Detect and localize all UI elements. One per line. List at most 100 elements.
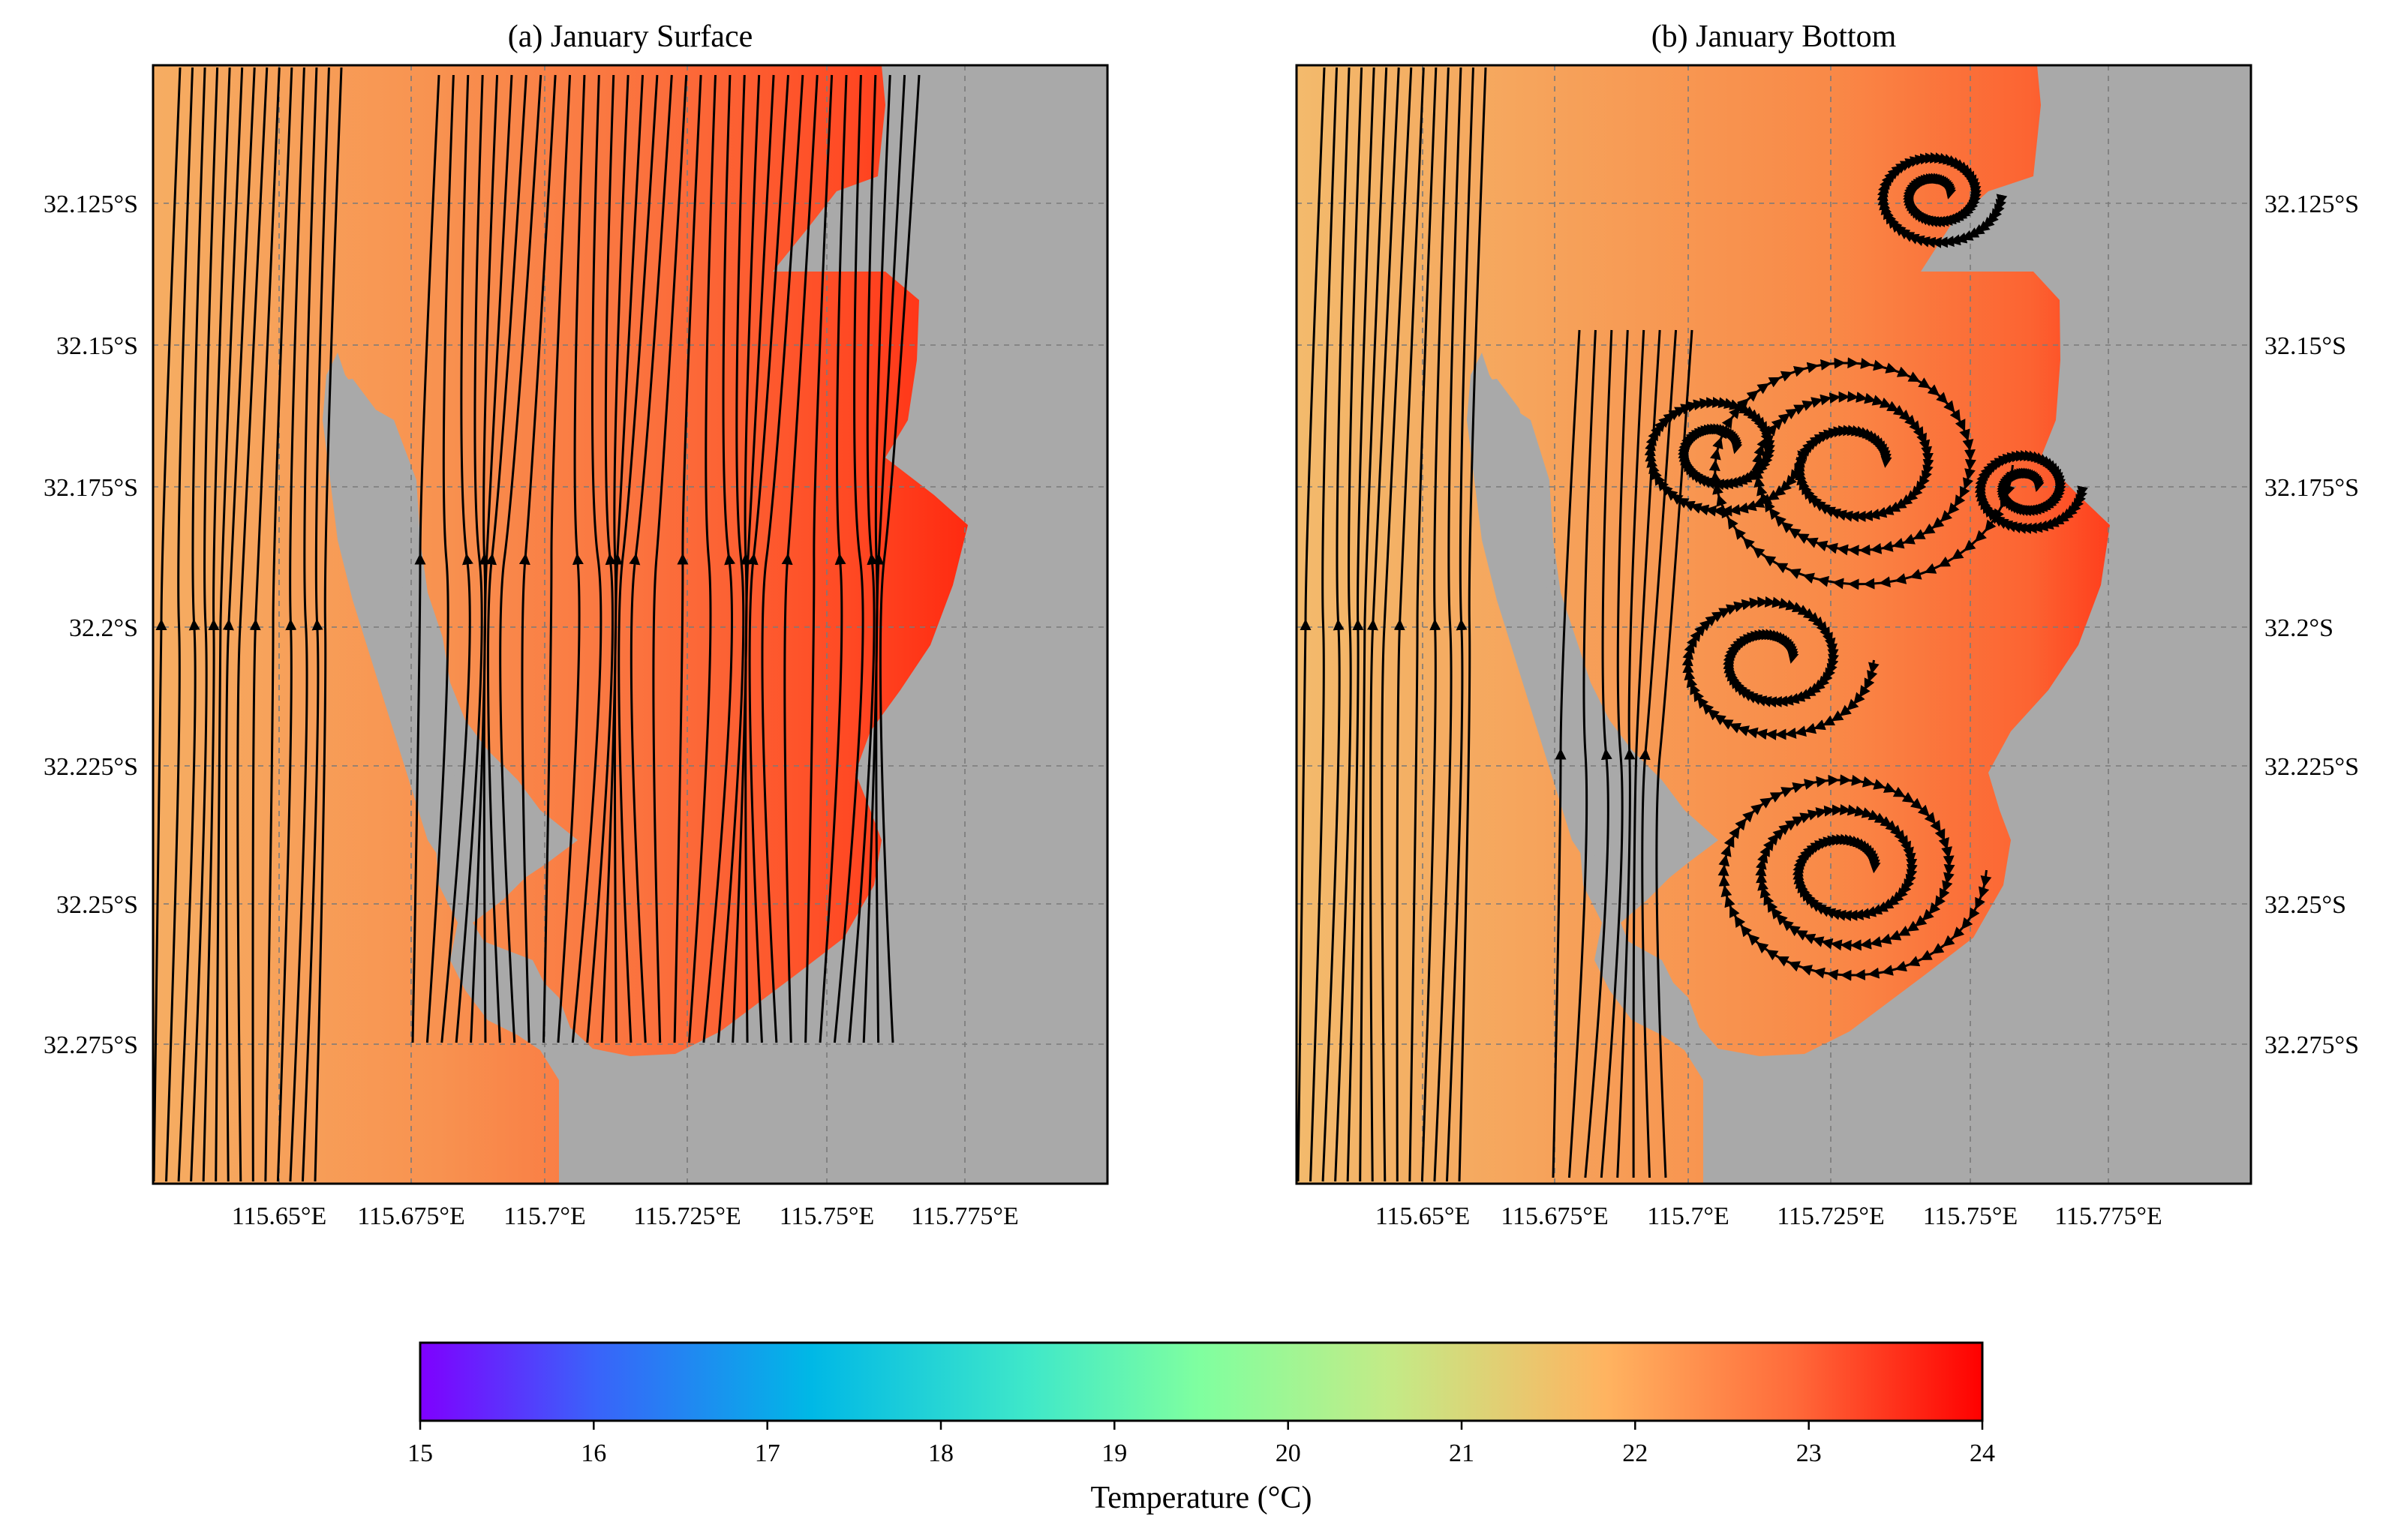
lon-tick-label: 115.775°E (2054, 1202, 2162, 1230)
streamline (1877, 152, 2008, 248)
streamline (1552, 329, 1581, 1178)
island-a (324, 379, 461, 863)
colorbar-tick-label: 22 (1622, 1439, 1648, 1467)
streamline (804, 74, 834, 1043)
streamline (165, 67, 194, 1182)
lat-tick-label: 32.125°S (2264, 191, 2359, 218)
streamline (440, 74, 473, 1043)
streamline (1681, 596, 1880, 740)
streamline (1420, 67, 1450, 1182)
streamline (202, 67, 231, 1182)
lon-tick-label: 115.65°E (232, 1202, 327, 1230)
streamline (1655, 329, 1693, 1178)
lon-tick-labels-b: 115.65°E 115.675°E 115.7°E 115.725°E 115… (1375, 1202, 2162, 1230)
streamline (485, 74, 527, 1043)
streamline (833, 74, 864, 1043)
lon-tick-label: 115.7°E (1647, 1202, 1729, 1230)
streamline (249, 67, 281, 1182)
streamline (470, 74, 499, 1043)
lon-tick-label: 115.75°E (1923, 1202, 2018, 1230)
map-frame-b (1295, 64, 2252, 1185)
lat-tick-label: 32.15°S (56, 332, 138, 360)
streamline (1366, 67, 1400, 1182)
streamline (222, 67, 256, 1182)
streamline (629, 74, 673, 1043)
streamline (1393, 67, 1425, 1182)
streamline (747, 74, 789, 1043)
lon-tick-label: 115.65°E (1375, 1202, 1471, 1230)
streamline (153, 67, 182, 1182)
streamline (314, 67, 343, 1182)
lat-tick-label: 32.2°S (69, 614, 138, 642)
streamline (425, 74, 455, 1043)
streamline (673, 74, 702, 1043)
panel-b: (b) January Bottom (1295, 20, 2359, 1230)
colorbar: 15 16 17 18 19 20 21 22 23 24 Temperatur… (407, 1341, 1995, 1515)
streamline (1717, 774, 1992, 981)
colorbar-tick-label: 21 (1449, 1439, 1474, 1467)
streamline (1346, 67, 1375, 1182)
panel-a: (a) January Surface (44, 20, 1109, 1230)
streamline (289, 67, 318, 1182)
island-b (1468, 379, 1606, 863)
lon-tick-label: 115.725°E (633, 1202, 741, 1230)
streamline (1309, 67, 1339, 1182)
streamline (1359, 67, 1388, 1182)
streamline (1616, 329, 1645, 1178)
streamline (301, 67, 330, 1182)
colorbar-label: Temperature (°C) (1091, 1481, 1312, 1515)
streamline (264, 67, 293, 1182)
lat-tick-label: 32.25°S (56, 891, 138, 919)
streamline (873, 74, 906, 1043)
lon-tick-label: 115.675°E (357, 1202, 465, 1230)
lon-tick-label: 115.7°E (503, 1202, 586, 1230)
streamline (1600, 329, 1629, 1178)
streamline (236, 67, 269, 1182)
lon-tick-label: 115.675°E (1501, 1202, 1609, 1230)
streamline (1644, 396, 1808, 517)
colorbar-tick-label: 18 (928, 1439, 954, 1467)
lat-tick-label: 32.275°S (2264, 1031, 2359, 1059)
streamline (781, 74, 819, 1043)
streamline (879, 74, 921, 1043)
streamline (819, 74, 848, 1043)
lat-tick-labels-a: 32.125°S 32.15°S 32.175°S 32.2°S 32.225°… (44, 191, 138, 1059)
streamline (1458, 67, 1487, 1182)
lon-tick-label: 115.775°E (911, 1202, 1019, 1230)
streamline (1297, 67, 1326, 1182)
streamline (1408, 67, 1438, 1182)
lat-tick-label: 32.125°S (44, 191, 138, 218)
streamline (848, 74, 879, 1043)
colorbar-tick-label: 16 (581, 1439, 606, 1467)
streamline (1381, 67, 1413, 1182)
colorbar-tick-label: 15 (407, 1439, 433, 1467)
lat-tick-label: 32.25°S (2264, 891, 2346, 919)
colorbar-tick-label: 20 (1276, 1439, 1301, 1467)
colorbar-tick-label: 17 (755, 1439, 780, 1467)
streamline (499, 74, 542, 1043)
streamline (1334, 67, 1363, 1182)
streamline (1974, 449, 2088, 534)
colorbar-tick-label: 24 (1970, 1439, 1995, 1467)
streamline (761, 74, 804, 1043)
streamline (1567, 329, 1597, 1178)
colorbar-tick-labels: 15 16 17 18 19 20 21 22 23 24 (407, 1439, 1995, 1467)
map-frame-a (152, 64, 1109, 1185)
streamline (1632, 329, 1661, 1178)
streamline (1433, 67, 1462, 1182)
streamline (557, 74, 586, 1043)
streamline (652, 74, 688, 1043)
lat-tick-labels-b: 32.125°S 32.15°S 32.175°S 32.2°S 32.225°… (2264, 191, 2359, 1059)
streamline (571, 74, 603, 1043)
colorbar-gradient (419, 1341, 1984, 1422)
streamline (702, 74, 736, 1043)
lon-tick-label: 115.725°E (1777, 1202, 1885, 1230)
streamline (215, 67, 244, 1182)
streamline (1321, 67, 1351, 1182)
streamline (518, 74, 557, 1043)
lat-tick-label: 32.175°S (2264, 474, 2359, 502)
streamline (190, 67, 219, 1182)
streamline (276, 67, 305, 1182)
streamlines-a (153, 67, 921, 1182)
